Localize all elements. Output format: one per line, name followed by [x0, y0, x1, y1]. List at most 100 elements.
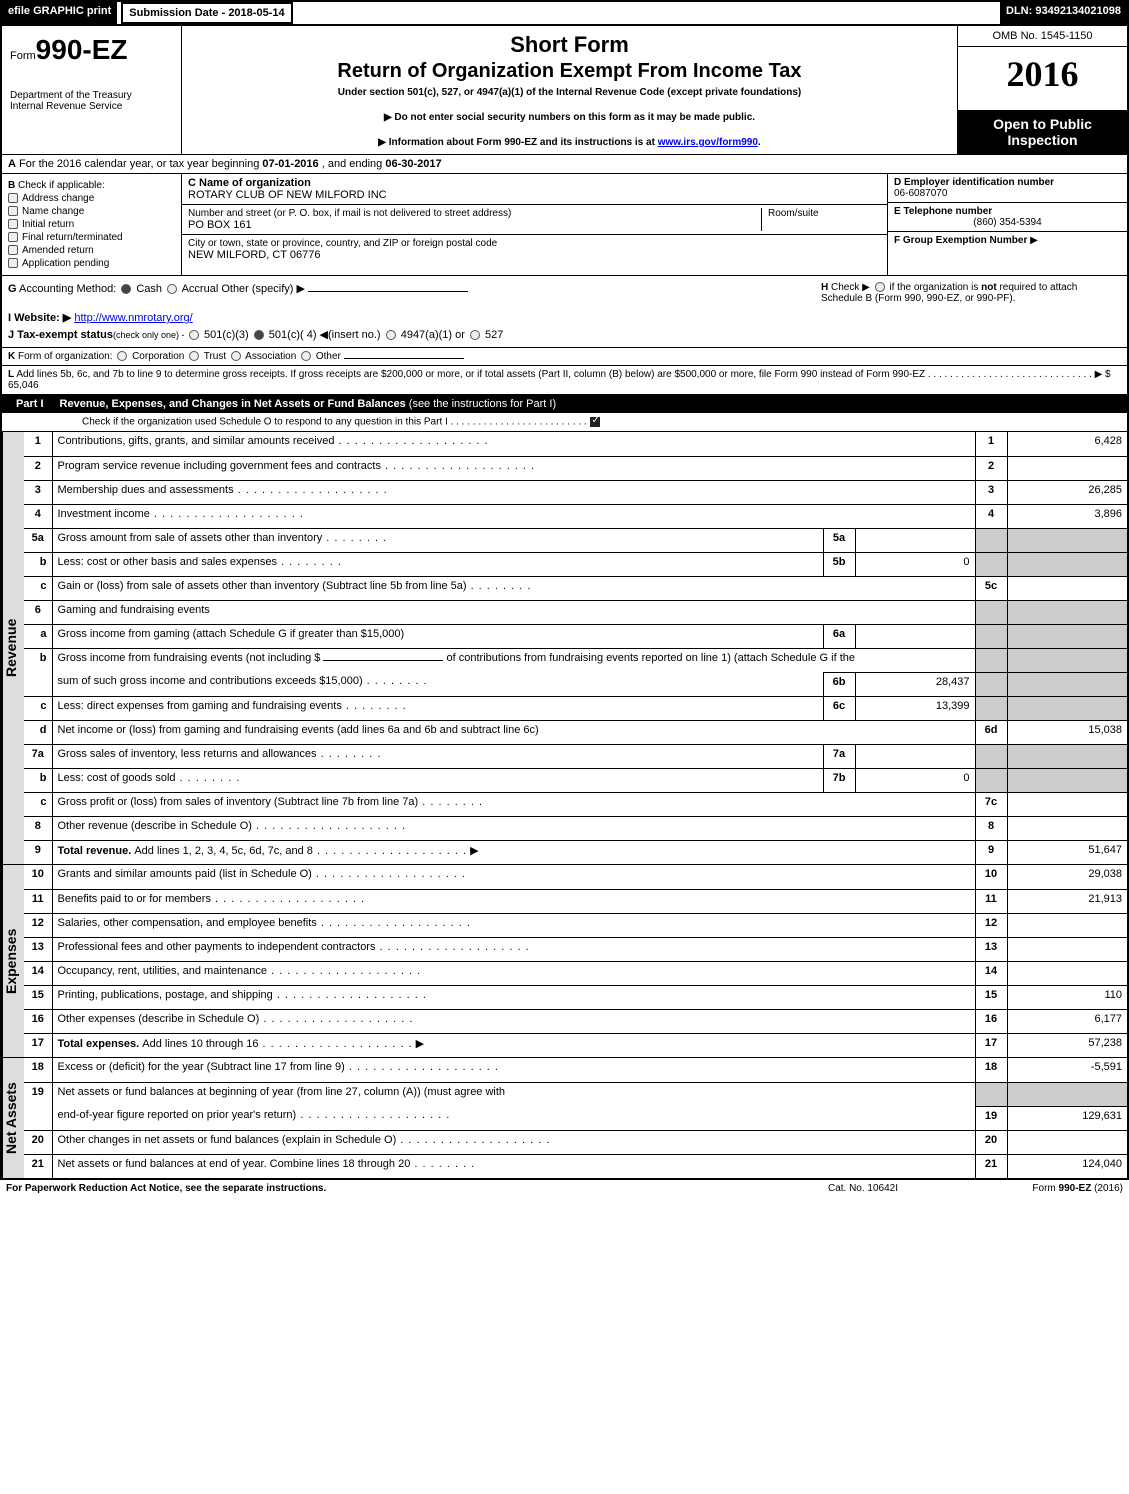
line-11-num: 11	[24, 889, 52, 913]
expenses-section: Expenses 10 Grants and similar amounts p…	[2, 865, 1127, 1058]
radio-other-org[interactable]	[301, 351, 311, 361]
line-6b-num: b	[24, 648, 52, 696]
lbl-name-change: Name change	[22, 206, 84, 217]
revenue-table: 1 Contributions, gifts, grants, and simi…	[24, 432, 1127, 864]
line-19-val: 129,631	[1007, 1106, 1127, 1130]
chk-address-change[interactable]	[8, 193, 18, 203]
line-7c-rn: 7c	[975, 792, 1007, 816]
radio-cash[interactable]	[121, 284, 131, 294]
chk-name-change[interactable]	[8, 206, 18, 216]
row-k: K Form of organization: Corporation Trus…	[2, 348, 1127, 366]
netassets-side-label: Net Assets	[2, 1058, 24, 1178]
chk-amended-return[interactable]	[8, 245, 18, 255]
line-17-num: 17	[24, 1033, 52, 1057]
line-5a: 5a Gross amount from sale of assets othe…	[24, 528, 1127, 552]
line-6c-mv: 13,399	[855, 696, 975, 720]
line-10-rn: 10	[975, 865, 1007, 889]
line-6a: a Gross income from gaming (attach Sched…	[24, 624, 1127, 648]
line-20-num: 20	[24, 1130, 52, 1154]
line-5a-num: 5a	[24, 528, 52, 552]
line-6a-mn: 6a	[823, 624, 855, 648]
title-box: Short Form Return of Organization Exempt…	[182, 26, 957, 154]
line-7a: 7a Gross sales of inventory, less return…	[24, 744, 1127, 768]
radio-501c3[interactable]	[189, 330, 199, 340]
line-7c-desc: Gross profit or (loss) from sales of inv…	[58, 796, 419, 808]
line-12-num: 12	[24, 913, 52, 937]
line-9-desc-b: Total revenue.	[58, 845, 135, 857]
chk-schedule-o[interactable]	[589, 416, 601, 428]
row-g-h: G Accounting Method: Cash Accrual Other …	[2, 276, 1127, 348]
line-6b-desc3: sum of such gross income and contributio…	[58, 675, 363, 687]
line-6d-num: d	[24, 720, 52, 744]
radio-4947[interactable]	[386, 330, 396, 340]
note-ssn: ▶ Do not enter social security numbers o…	[192, 112, 947, 123]
line-18-desc: Excess or (deficit) for the year (Subtra…	[58, 1061, 345, 1073]
line-19-rv-shaded	[1007, 1082, 1127, 1106]
line-14-val	[1007, 961, 1127, 985]
lbl-501c3: 501(c)(3)	[204, 329, 249, 341]
line-17-desc-b: Total expenses.	[58, 1038, 143, 1050]
radio-501c4[interactable]	[254, 330, 264, 340]
line-19-desc2: end-of-year figure reported on prior yea…	[58, 1109, 297, 1121]
row-h-check: Check ▶	[831, 282, 870, 293]
chk-final-return[interactable]	[8, 232, 18, 242]
line-11-rn: 11	[975, 889, 1007, 913]
footer-right-year: (2016)	[1091, 1183, 1123, 1194]
line-5a-mn: 5a	[823, 528, 855, 552]
radio-corp[interactable]	[117, 351, 127, 361]
radio-accrual[interactable]	[167, 284, 177, 294]
tax-year-end: 06-30-2017	[385, 158, 441, 170]
line-6b-rv-shaded	[1007, 648, 1127, 672]
line-11-desc: Benefits paid to or for members	[58, 893, 211, 905]
line-15-val: 110	[1007, 985, 1127, 1009]
radio-527[interactable]	[470, 330, 480, 340]
line-10-val: 29,038	[1007, 865, 1127, 889]
line-6b-blank[interactable]	[323, 660, 443, 661]
lbl-4947: 4947(a)(1) or	[401, 329, 465, 341]
line-6d: d Net income or (loss) from gaming and f…	[24, 720, 1127, 744]
form-prefix: Form	[10, 50, 36, 62]
website-link[interactable]: http://www.nmrotary.org/	[74, 312, 192, 324]
lbl-amended-return: Amended return	[22, 245, 94, 256]
line-5b-mn: 5b	[823, 552, 855, 576]
lbl-initial-return: Initial return	[22, 219, 74, 230]
line-17-rn: 17	[975, 1033, 1007, 1057]
other-specify-line[interactable]	[308, 291, 468, 292]
line-14-num: 14	[24, 961, 52, 985]
line-2-desc: Program service revenue including govern…	[58, 460, 381, 472]
short-form-title: Short Form	[192, 32, 947, 58]
line-16-val: 6,177	[1007, 1009, 1127, 1033]
row-a-mid: , and ending	[322, 158, 386, 170]
chk-initial-return[interactable]	[8, 219, 18, 229]
part-1-check-text: Check if the organization used Schedule …	[82, 417, 587, 428]
other-org-line[interactable]	[344, 358, 464, 359]
radio-assoc[interactable]	[231, 351, 241, 361]
irs-form990-link[interactable]: www.irs.gov/form990	[658, 137, 758, 148]
chk-application-pending[interactable]	[8, 258, 18, 268]
line-9-val: 51,647	[1007, 840, 1127, 864]
line-3-rn: 3	[975, 480, 1007, 504]
line-17: 17 Total expenses. Add lines 10 through …	[24, 1033, 1127, 1057]
group-exemption-arrow: ▶	[1030, 235, 1038, 246]
netassets-section: Net Assets 18 Excess or (deficit) for th…	[2, 1058, 1127, 1178]
line-14-desc: Occupancy, rent, utilities, and maintena…	[58, 965, 268, 977]
line-1-desc: Contributions, gifts, grants, and simila…	[58, 435, 335, 447]
website-label: I Website: ▶	[8, 312, 71, 324]
line-7b: b Less: cost of goods sold 7b 0	[24, 768, 1127, 792]
line-5a-rv-shaded	[1007, 528, 1127, 552]
line-6b-mn: 6b	[823, 672, 855, 696]
part-1-title-reg: (see the instructions for Part I)	[409, 398, 556, 410]
note-info: ▶ Information about Form 990-EZ and its …	[192, 137, 947, 148]
line-6-rn-shaded	[975, 600, 1007, 624]
line-5a-mv	[855, 528, 975, 552]
main-title: Return of Organization Exempt From Incom…	[192, 60, 947, 83]
line-4-rn: 4	[975, 504, 1007, 528]
revenue-section: Revenue 1 Contributions, gifts, grants, …	[2, 432, 1127, 865]
line-7a-desc: Gross sales of inventory, less returns a…	[58, 748, 317, 760]
chk-schedule-b[interactable]	[875, 282, 885, 292]
radio-trust[interactable]	[189, 351, 199, 361]
org-name: ROTARY CLUB OF NEW MILFORD INC	[188, 189, 881, 201]
line-6: 6 Gaming and fundraising events	[24, 600, 1127, 624]
line-7a-rv-shaded	[1007, 744, 1127, 768]
lbl-527: 527	[485, 329, 503, 341]
